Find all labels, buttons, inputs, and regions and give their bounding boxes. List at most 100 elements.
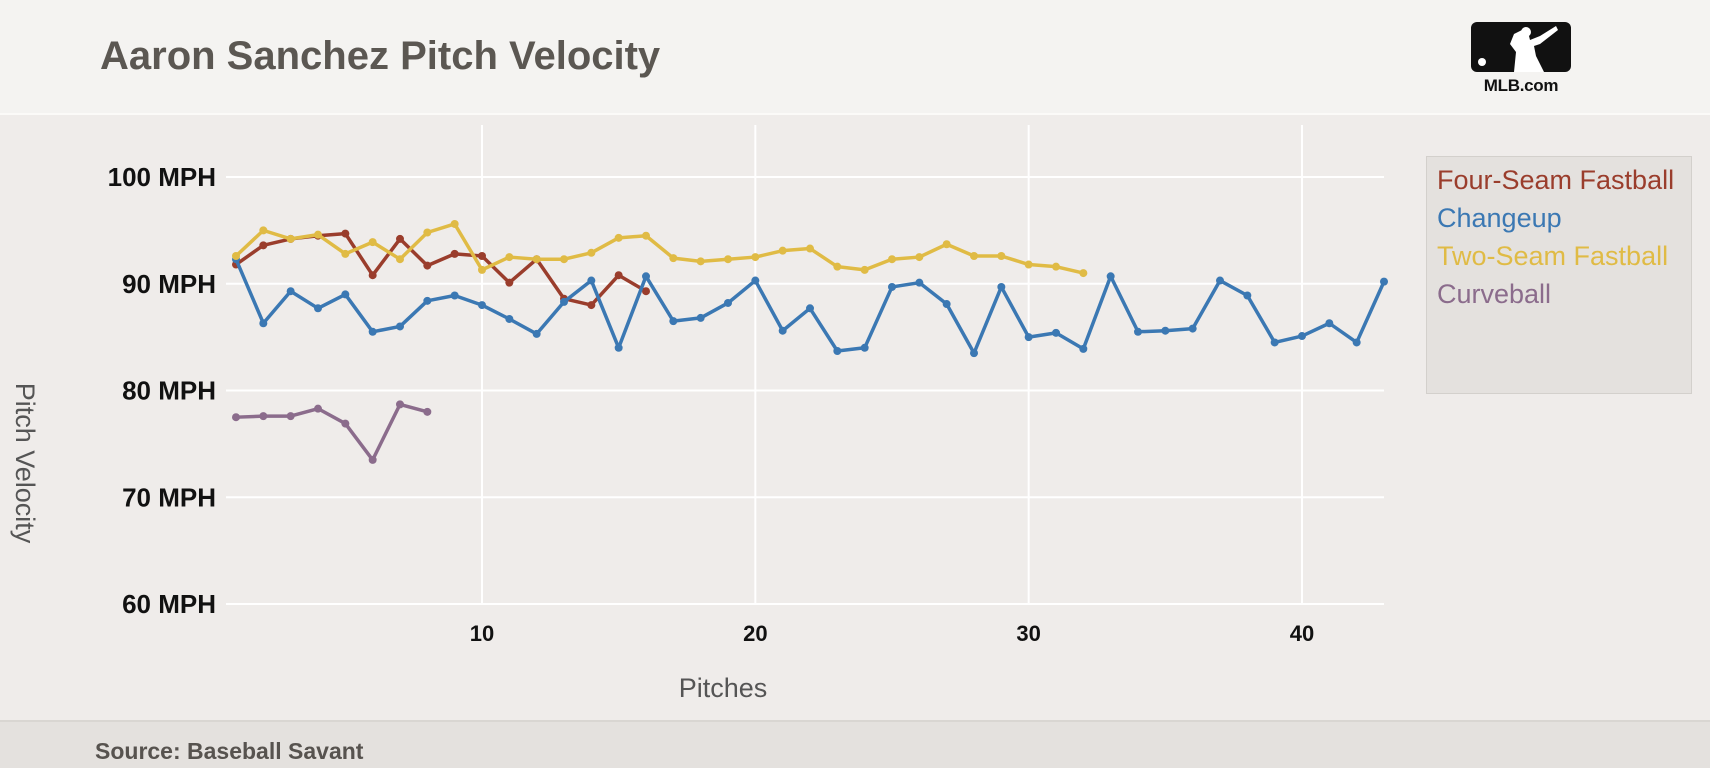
data-point-changeup[interactable] (587, 276, 596, 285)
data-point-changeup[interactable] (478, 301, 486, 310)
data-point-changeup[interactable] (970, 349, 978, 358)
data-point-two-seam-fastball[interactable] (505, 253, 514, 262)
data-point-four-seam-fastball[interactable] (450, 249, 459, 258)
data-point-changeup[interactable] (1161, 326, 1170, 335)
data-point-two-seam-fastball[interactable] (614, 233, 623, 242)
data-point-changeup[interactable] (423, 296, 432, 305)
data-point-changeup[interactable] (833, 347, 842, 356)
data-point-changeup[interactable] (806, 304, 814, 313)
mlb-batter-logo-icon[interactable]: MLB.com (1470, 22, 1572, 102)
data-point-changeup[interactable] (286, 287, 295, 296)
data-point-two-seam-fastball[interactable] (560, 255, 568, 264)
data-point-four-seam-fastball[interactable] (259, 241, 268, 250)
data-point-changeup[interactable] (1079, 344, 1088, 353)
data-point-two-seam-fastball[interactable] (587, 248, 596, 257)
data-point-curveball[interactable] (259, 412, 268, 421)
data-point-changeup[interactable] (1270, 338, 1279, 347)
data-point-changeup[interactable] (259, 319, 268, 328)
data-point-two-seam-fastball[interactable] (368, 238, 377, 247)
data-point-changeup[interactable] (532, 329, 541, 338)
data-point-changeup[interactable] (888, 282, 896, 291)
data-point-two-seam-fastball[interactable] (1024, 260, 1033, 269)
data-point-changeup[interactable] (642, 272, 650, 281)
data-point-curveball[interactable] (232, 413, 240, 422)
series-changeup (232, 255, 1388, 358)
data-point-changeup[interactable] (997, 282, 1006, 291)
data-point-two-seam-fastball[interactable] (1079, 269, 1088, 278)
data-point-changeup[interactable] (1188, 324, 1197, 333)
data-point-four-seam-fastball[interactable] (614, 271, 623, 280)
data-point-two-seam-fastball[interactable] (833, 262, 842, 271)
legend-item-two-seam-fastball[interactable]: Two-Seam Fastball (1437, 241, 1669, 271)
data-point-changeup[interactable] (505, 314, 514, 323)
data-point-curveball[interactable] (396, 400, 404, 409)
data-point-changeup[interactable] (860, 343, 869, 352)
data-point-changeup[interactable] (778, 326, 787, 335)
data-point-two-seam-fastball[interactable] (942, 240, 951, 249)
data-point-changeup[interactable] (1024, 333, 1033, 342)
data-point-four-seam-fastball[interactable] (396, 234, 404, 243)
grid-lines (226, 125, 1384, 605)
data-point-two-seam-fastball[interactable] (642, 231, 650, 240)
data-point-changeup[interactable] (396, 322, 404, 331)
data-point-curveball[interactable] (286, 412, 295, 421)
data-point-two-seam-fastball[interactable] (232, 251, 240, 260)
data-point-changeup[interactable] (696, 313, 705, 322)
data-point-four-seam-fastball[interactable] (505, 278, 514, 287)
data-point-two-seam-fastball[interactable] (286, 234, 295, 243)
legend-item-changeup[interactable]: Changeup (1437, 203, 1562, 233)
data-point-changeup[interactable] (341, 290, 350, 299)
data-point-two-seam-fastball[interactable] (314, 230, 322, 239)
data-point-two-seam-fastball[interactable] (860, 265, 869, 274)
data-point-changeup[interactable] (1352, 338, 1361, 347)
data-point-changeup[interactable] (450, 291, 459, 300)
data-point-changeup[interactable] (751, 276, 760, 285)
data-point-two-seam-fastball[interactable] (778, 246, 787, 255)
data-point-two-seam-fastball[interactable] (478, 265, 486, 274)
data-point-curveball[interactable] (341, 419, 350, 428)
data-point-four-seam-fastball[interactable] (642, 287, 650, 296)
data-point-two-seam-fastball[interactable] (532, 255, 541, 264)
data-point-two-seam-fastball[interactable] (696, 257, 705, 266)
data-point-four-seam-fastball[interactable] (587, 301, 596, 310)
data-point-two-seam-fastball[interactable] (341, 249, 350, 258)
data-point-changeup[interactable] (1134, 327, 1142, 336)
data-point-four-seam-fastball[interactable] (423, 261, 432, 270)
data-point-changeup[interactable] (724, 298, 732, 307)
data-point-changeup[interactable] (314, 304, 322, 313)
data-point-two-seam-fastball[interactable] (751, 253, 760, 262)
data-point-changeup[interactable] (614, 343, 623, 352)
data-point-changeup[interactable] (669, 317, 678, 326)
legend-item-four-seam-fastball[interactable]: Four-Seam Fastball (1437, 165, 1675, 195)
data-point-four-seam-fastball[interactable] (341, 229, 350, 238)
data-point-changeup[interactable] (1106, 272, 1115, 281)
data-point-two-seam-fastball[interactable] (450, 219, 459, 228)
data-point-two-seam-fastball[interactable] (423, 228, 432, 237)
data-point-curveball[interactable] (314, 404, 322, 413)
data-point-changeup[interactable] (560, 297, 568, 306)
data-point-two-seam-fastball[interactable] (997, 251, 1006, 260)
data-point-two-seam-fastball[interactable] (806, 244, 814, 253)
data-point-changeup[interactable] (1325, 319, 1334, 328)
data-point-curveball[interactable] (368, 455, 377, 464)
data-point-two-seam-fastball[interactable] (970, 251, 978, 260)
data-point-two-seam-fastball[interactable] (259, 226, 268, 235)
data-point-two-seam-fastball[interactable] (888, 255, 896, 264)
data-point-two-seam-fastball[interactable] (396, 255, 404, 264)
data-point-changeup[interactable] (1216, 276, 1224, 285)
data-point-changeup[interactable] (1243, 291, 1252, 300)
data-point-changeup[interactable] (1298, 332, 1306, 341)
data-point-two-seam-fastball[interactable] (669, 254, 678, 263)
data-point-two-seam-fastball[interactable] (1052, 262, 1060, 271)
data-point-four-seam-fastball[interactable] (368, 271, 377, 280)
data-point-changeup[interactable] (1380, 277, 1388, 286)
data-point-four-seam-fastball[interactable] (478, 251, 486, 260)
legend-item-curveball[interactable]: Curveball (1437, 279, 1552, 309)
data-point-changeup[interactable] (368, 327, 377, 336)
data-point-two-seam-fastball[interactable] (724, 255, 732, 264)
data-point-changeup[interactable] (1052, 328, 1060, 337)
data-point-changeup[interactable] (942, 300, 951, 309)
data-point-changeup[interactable] (915, 278, 924, 287)
data-point-two-seam-fastball[interactable] (915, 253, 924, 262)
data-point-curveball[interactable] (423, 407, 432, 416)
